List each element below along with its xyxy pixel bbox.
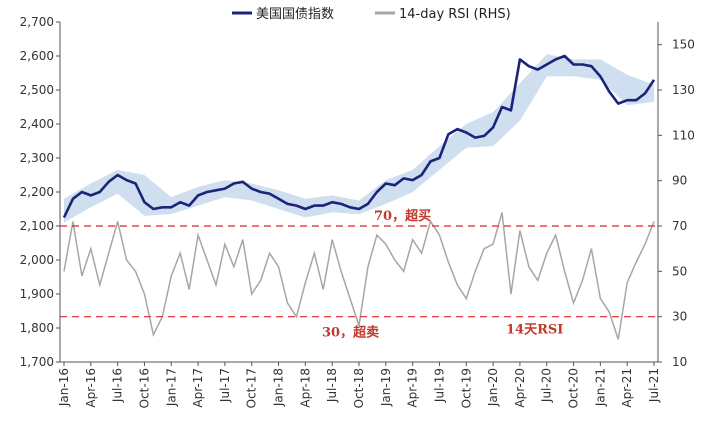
x-tick-label: Oct-20 [567,368,581,408]
x-tick-label: Apr-18 [298,368,312,408]
left-tick-label: 2,200 [20,185,54,199]
x-tick-label: Apr-21 [620,368,634,408]
right-tick-label: 150 [672,38,695,52]
x-tick-label: Jan-21 [593,368,607,407]
index-series-line [62,54,656,219]
right-tick-label: 70 [672,219,687,233]
right-tick-label: 30 [672,310,687,324]
left-tick-label: 2,300 [20,151,54,165]
left-tick-label: 2,600 [20,49,54,63]
x-tick-label: Jan-18 [272,368,286,407]
left-tick-label: 1,900 [20,287,54,301]
x-tick-label: Jan-17 [164,368,178,407]
right-tick-label: 130 [672,83,695,97]
label-14day-rsi: 14天RSI [506,323,563,338]
x-tick-label: Jan-19 [379,368,393,407]
right-tick-label: 90 [672,174,687,188]
left-tick-label: 2,700 [20,15,54,29]
rsi-series-line [63,212,655,340]
left-tick-label: 1,700 [20,355,54,369]
x-tick-label: Oct-19 [459,368,473,408]
right-tick-label: 110 [672,128,695,142]
x-tick-label: Jul-19 [432,368,446,403]
index-envelope-band [64,54,654,223]
x-tick-label: Oct-16 [137,368,151,408]
left-tick-label: 1,800 [20,321,54,335]
left-tick-label: 2,400 [20,117,54,131]
x-tick-label: Jul-20 [540,368,554,403]
x-tick-label: Jul-18 [325,368,339,403]
right-tick-label: 10 [672,355,687,369]
right-tick-label: 50 [672,264,687,278]
x-tick-label: Oct-17 [245,368,259,408]
x-tick-label: Jan-16 [57,368,71,407]
x-tick-label: Jan-20 [486,368,500,407]
left-tick-label: 2,100 [20,219,54,233]
x-tick-label: Oct-18 [352,368,366,408]
legend-label-index: 美国国债指数 [256,7,334,22]
x-tick-label: Jul-21 [647,368,661,403]
x-tick-label: Jul-17 [218,368,232,403]
left-tick-label: 2,500 [20,83,54,97]
x-tick-label: Jul-16 [111,368,125,403]
label-oversold: 30，超卖 [322,325,379,341]
x-tick-label: Apr-16 [84,368,98,408]
x-tick-label: Apr-19 [406,368,420,408]
legend-label-rsi: 14-day RSI (RHS) [399,7,511,22]
x-tick-label: Apr-17 [191,368,205,408]
label-overbought: 70，超买 [374,208,431,224]
left-tick-label: 2,000 [20,253,54,267]
x-tick-label: Apr-20 [513,368,527,408]
